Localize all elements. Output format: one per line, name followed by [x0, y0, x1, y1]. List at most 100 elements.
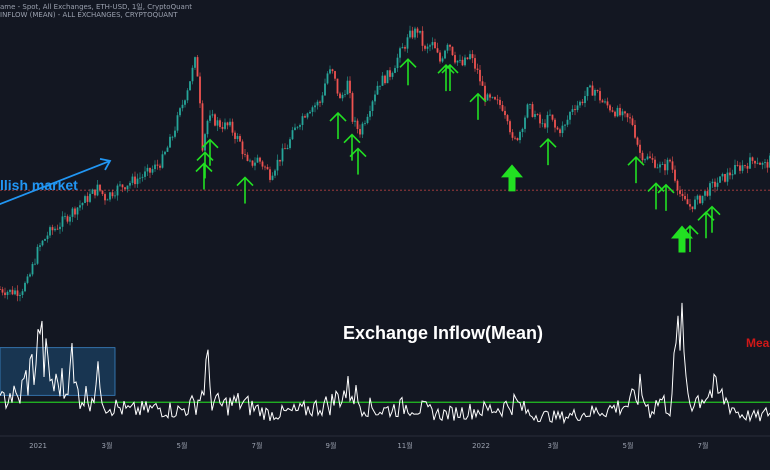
candle-body [654, 159, 656, 168]
candle-body [369, 111, 371, 117]
candle-body [401, 47, 404, 49]
candle-body [351, 93, 354, 122]
candle-body [434, 42, 436, 49]
signal-arrow-head [539, 138, 557, 148]
candle-body [101, 190, 104, 195]
candle-body [471, 54, 474, 59]
candle-body [131, 176, 134, 183]
candle-body [331, 69, 334, 72]
candle-body [349, 80, 351, 94]
signal-arrow-icon [201, 138, 219, 166]
candle-body [606, 101, 609, 106]
candle-body [34, 263, 36, 265]
candle-body [41, 240, 44, 246]
strong-signal-arrow-icon [501, 164, 523, 192]
candle-body [81, 202, 84, 206]
candle-body [391, 72, 394, 77]
candle-body [419, 30, 421, 33]
candle-body [556, 127, 559, 130]
candle-body [84, 196, 86, 203]
candle-body [361, 123, 364, 135]
candle-body [79, 205, 81, 208]
signal-arrow-head [437, 64, 455, 74]
signal-arrow-head [201, 138, 219, 149]
candle-body [59, 226, 61, 230]
candle-body [29, 274, 31, 277]
candle-body [314, 105, 316, 108]
candle-body [139, 177, 141, 179]
candle-body [609, 105, 611, 111]
candle-body [154, 164, 156, 170]
candle-body [459, 59, 461, 61]
candle-body [324, 83, 326, 96]
candle-body [564, 124, 566, 126]
candle-body [346, 80, 349, 95]
candle-body [6, 291, 9, 296]
candle-body [599, 91, 601, 101]
candle-body [506, 115, 509, 122]
candle-body [51, 227, 54, 231]
candle-body [186, 90, 189, 101]
candle-body [109, 192, 111, 200]
candle-body [656, 167, 659, 169]
candle-body [344, 94, 346, 96]
candle-body [396, 57, 399, 69]
candle-body [244, 154, 246, 155]
candle-body [179, 108, 181, 116]
candle-body [296, 126, 299, 128]
candle-body [366, 116, 369, 123]
candle-body [126, 185, 129, 190]
candle-body [259, 157, 261, 162]
candle-body [549, 114, 551, 116]
candle-body [144, 171, 146, 177]
candle-body [729, 172, 731, 176]
candle-body [691, 206, 694, 210]
mean-label: Mea [746, 336, 770, 350]
candle-body [264, 166, 266, 168]
candle-body [601, 100, 604, 103]
candle-body [499, 99, 501, 106]
candle-body [129, 182, 131, 186]
candle-body [116, 185, 119, 196]
candle-body [56, 228, 59, 230]
candle-body [544, 123, 546, 128]
candle-body [724, 173, 726, 182]
candle-body [96, 184, 99, 196]
candle-body [519, 131, 521, 141]
candle-body [511, 132, 514, 138]
candle-body [121, 184, 124, 188]
candle-body [584, 96, 586, 104]
candle-body [424, 45, 426, 49]
candle-body [376, 85, 379, 95]
candle-body [711, 181, 714, 184]
candle-body [136, 178, 139, 185]
candle-body [279, 159, 281, 162]
candle-body [586, 87, 589, 97]
candle-body [164, 151, 166, 155]
candle-body [299, 124, 301, 127]
candle-body [1, 289, 4, 293]
candle-body [24, 282, 26, 292]
candle-body [201, 103, 204, 151]
candle-body [149, 167, 151, 173]
candle-body [229, 121, 231, 126]
candle-body [89, 193, 91, 202]
candle-body [589, 85, 591, 88]
candle-body [241, 141, 244, 155]
signal-arrow-head [441, 63, 459, 74]
candle-body [704, 191, 706, 196]
candle-body [761, 162, 764, 165]
candle-body [744, 165, 746, 167]
candle-body [591, 85, 594, 96]
candle-body [661, 164, 664, 165]
candle-body [501, 105, 504, 111]
candle-body [99, 184, 101, 191]
candle-body [251, 160, 254, 166]
candle-body [536, 114, 539, 115]
candle-body [701, 195, 704, 204]
candle-body [176, 115, 179, 131]
candle-body [141, 176, 144, 178]
candle-body [174, 130, 176, 137]
candle-body [421, 30, 424, 46]
candle-body [629, 117, 631, 119]
